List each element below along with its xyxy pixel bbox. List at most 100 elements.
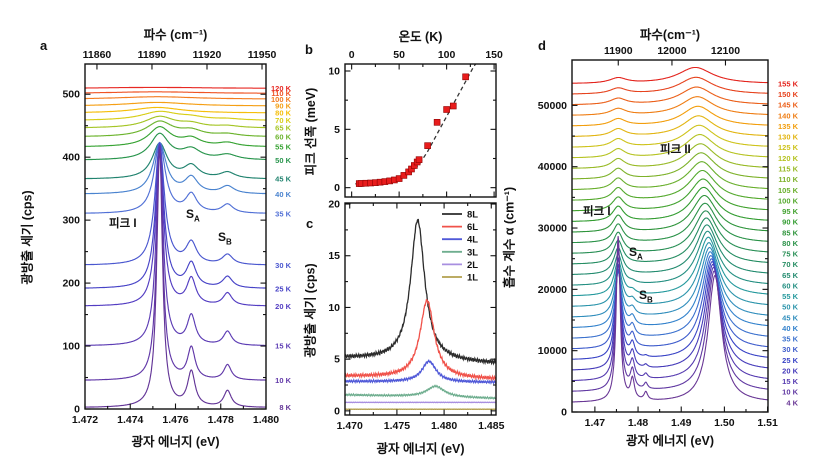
sa-base: S — [186, 207, 195, 221]
curve-a-35K — [85, 141, 266, 214]
curve-d-90K — [572, 186, 768, 222]
curve-d-75K — [572, 210, 768, 254]
panel-a-letter: a — [40, 38, 48, 53]
legend-label-1L: 1L — [467, 273, 478, 284]
temp-label-120K: 120 K — [271, 84, 292, 93]
temp-label-55K: 55 K — [275, 143, 291, 152]
temp-label-30K: 30 K — [275, 261, 291, 270]
curve-a-25K — [85, 142, 266, 289]
temp-label-65K: 65 K — [782, 271, 798, 280]
temp-label-45K: 45 K — [275, 175, 291, 184]
temp-label-65K: 65 K — [275, 124, 291, 133]
legend-label-2L: 2L — [467, 260, 478, 271]
panel-c-letter: c — [306, 216, 314, 231]
curve-d-145K — [572, 86, 768, 106]
x2-tick-label: 11890 — [138, 49, 167, 61]
data-point — [433, 119, 441, 126]
temp-label-75K: 75 K — [782, 250, 798, 259]
y-tick-label: 0 — [74, 404, 80, 416]
x-tick-label: 1.50 — [714, 417, 735, 429]
curve-a-80K — [85, 106, 266, 114]
temp-label-60K: 60 K — [275, 133, 291, 142]
sb-base: S — [639, 288, 648, 302]
x2-tick-label: 12000 — [657, 45, 686, 57]
y-tick-label: 10 — [328, 66, 340, 78]
panel-b-top-axis-title: 온도 (K) — [398, 30, 443, 44]
sb-base: S — [218, 230, 227, 244]
curve-d-150K — [572, 76, 768, 95]
data-point — [415, 156, 423, 163]
panel-b-y-axis-title: 피크 선폭 (meV) — [304, 87, 318, 176]
panel-a-y-axis-title: 광방출 세기 (cps) — [20, 190, 35, 285]
panel-c-x-axis-title: 광자 에너지 (eV) — [376, 442, 465, 456]
panel-a-plot: 1.472 1.474 1.476 1.478 1.480 0 100 200 300 400 50… — [62, 49, 292, 426]
plot-area-c — [345, 218, 496, 411]
panel-b-letter: b — [305, 42, 313, 57]
temp-label-90K: 90 K — [275, 102, 291, 111]
legend-label-3L: 3L — [467, 247, 478, 258]
temp-label-25K: 25 K — [782, 356, 798, 365]
curve-d-45K — [572, 246, 768, 318]
data-point — [462, 73, 469, 81]
curve-d-35K — [572, 255, 768, 339]
temp-label-45K: 45 K — [782, 313, 798, 322]
x-tick-label: 1.47 — [585, 417, 606, 429]
sb-sub: B — [226, 237, 232, 247]
x-tick-label: 1.472 — [72, 414, 98, 426]
legend-label-6L: 6L — [467, 222, 478, 233]
temp-label-40K: 40 K — [275, 190, 291, 199]
curve-d-65K — [572, 224, 768, 275]
x-tick-label: 1.470 — [337, 420, 363, 432]
panel-c-y-axis-title: 광방출 세기 (cps) — [303, 263, 318, 358]
curve-d-80K — [572, 202, 768, 244]
x-tick-label: 1.51 — [757, 417, 778, 429]
annotation-peak1-panel-a: 피크 I — [109, 218, 137, 230]
legend-label-4L: 4L — [467, 235, 478, 246]
temp-label-35K: 35 K — [275, 209, 291, 218]
temp-label-95K: 95 K — [782, 207, 798, 216]
data-point — [424, 142, 431, 149]
curve-d-25K — [572, 261, 768, 360]
y-tick-label: 500 — [62, 89, 80, 101]
y-tick-label: 15 — [328, 250, 340, 262]
temp-label-150K: 150 K — [778, 90, 799, 99]
curve-a-120K — [85, 86, 266, 89]
temp-label-80K: 80 K — [275, 109, 291, 118]
curve-a-70K — [85, 110, 266, 121]
x-tick-label: 1.480 — [431, 420, 457, 432]
x-tick-label: 1.485 — [478, 420, 504, 432]
temp-label-130K: 130 K — [778, 133, 799, 142]
y-tick-label: 0 — [334, 182, 340, 194]
curve-d-20K — [572, 257, 768, 371]
temp-label-50K: 50 K — [275, 156, 291, 165]
y-tick-label: 0 — [334, 405, 340, 417]
temp-label-70K: 70 K — [275, 116, 291, 125]
temp-label-60K: 60 K — [782, 281, 798, 290]
panel-a-top-axis-title: 파수 (cm⁻¹) — [143, 28, 208, 42]
curve-d-30K — [572, 258, 768, 350]
curve-d-95K — [572, 178, 768, 212]
curve-a-8K — [85, 148, 266, 408]
temp-label-140K: 140 K — [778, 111, 799, 120]
annotation-peak1-panel-d: 피크 I — [583, 206, 611, 218]
y-tick-label: 10000 — [538, 345, 567, 357]
axis-frame-b — [344, 63, 497, 198]
annotation-peak2-panel-d: 피크 II — [660, 144, 691, 156]
temp-label-110K: 110 K — [271, 89, 291, 98]
panel-d-plot: 1.47 1.48 1.49 1.50 1.51 0 10000 20000 30000 4000… — [538, 45, 799, 429]
curve-c-6L — [345, 298, 496, 383]
panel-d-top-axis-title: 파수(cm⁻¹) — [639, 28, 701, 42]
temp-label-20K: 20 K — [275, 302, 291, 311]
curve-c-8L — [345, 218, 496, 366]
temp-label-8K: 8 K — [279, 403, 291, 412]
temp-label-80K: 80 K — [782, 239, 798, 248]
temp-label-55K: 55 K — [782, 292, 798, 301]
x2-tick-label: 11950 — [248, 49, 277, 61]
curve-d-135K — [572, 105, 768, 127]
temp-label-85K: 85 K — [782, 228, 798, 237]
curve-c-4L — [345, 358, 496, 385]
temp-label-70K: 70 K — [782, 260, 798, 269]
curve-a-40K — [85, 142, 266, 195]
